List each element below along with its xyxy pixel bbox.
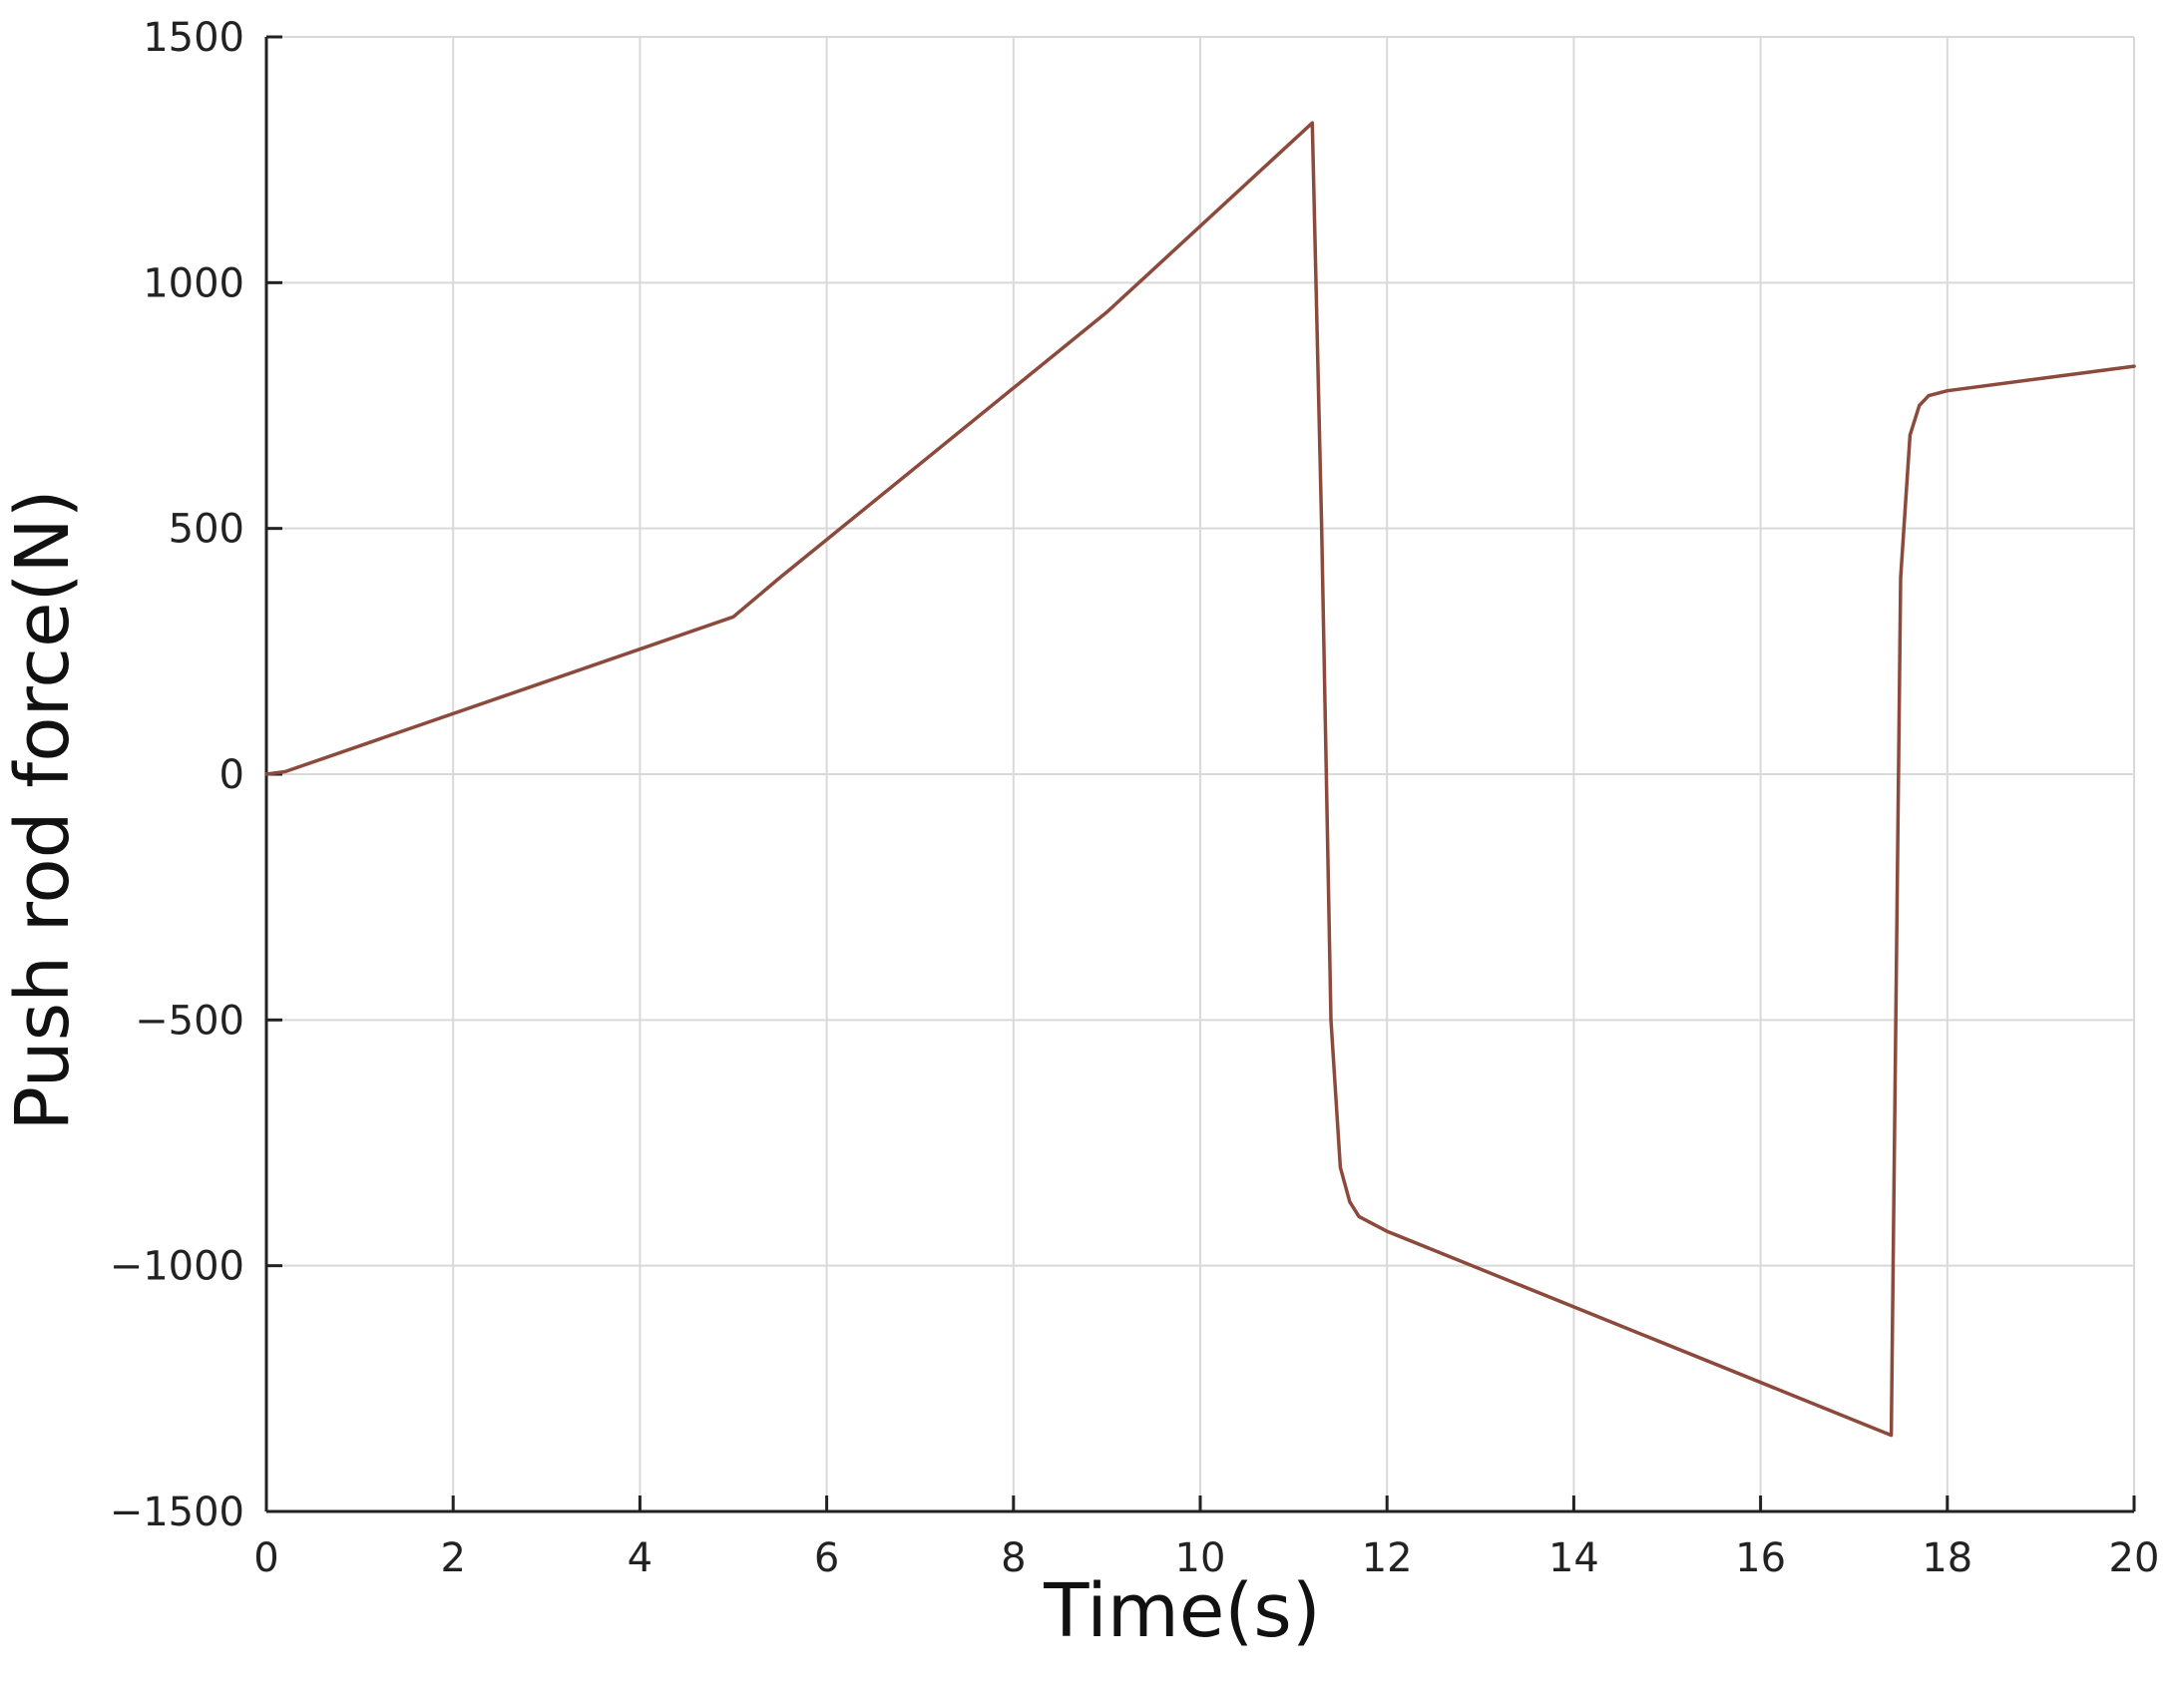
y-tick-label: −1000 <box>110 1244 244 1290</box>
x-tick-label: 2 <box>440 1535 465 1581</box>
x-tick-label: 4 <box>628 1535 653 1581</box>
tick-labels: 0 2 4 6 8 10 12 14 16 18 20 −1500 −1000 −500 0 500 1000 1… <box>110 15 2160 1581</box>
y-axis-title: Push rod force(N) <box>0 489 86 1130</box>
y-tick-label: 1000 <box>143 260 244 306</box>
x-tick-label: 14 <box>1548 1535 1599 1581</box>
x-tick-label: 20 <box>2109 1535 2160 1581</box>
grid-lines <box>265 36 2135 1512</box>
y-tick-label: 500 <box>169 507 244 553</box>
x-tick-label: 10 <box>1175 1535 1226 1581</box>
y-tick-label: −500 <box>135 998 244 1044</box>
x-tick-label: 16 <box>1735 1535 1786 1581</box>
series-line <box>264 121 2136 1438</box>
x-axis-title: Time(s) <box>1043 1568 1320 1654</box>
y-tick-label: −1500 <box>110 1490 244 1535</box>
y-tick-label: 1500 <box>143 15 244 61</box>
axis-ticks <box>264 35 2136 1513</box>
x-tick-label: 18 <box>1922 1535 1972 1581</box>
series-layer <box>264 121 2136 1438</box>
y-tick-label: 0 <box>219 752 244 798</box>
x-tick-label: 8 <box>1001 1535 1026 1581</box>
x-tick-label: 0 <box>253 1535 278 1581</box>
x-tick-label: 12 <box>1362 1535 1413 1581</box>
x-tick-label: 6 <box>814 1535 839 1581</box>
